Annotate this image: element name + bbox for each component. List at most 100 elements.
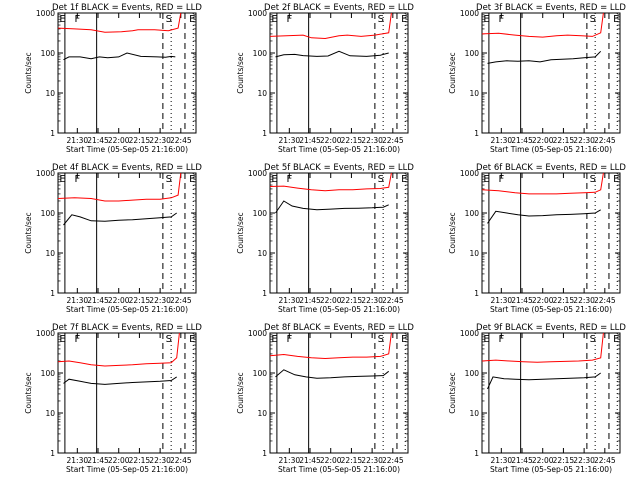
series-line-red	[57, 12, 182, 33]
event-marker-label: E	[613, 174, 619, 185]
event-marker-label: E	[189, 174, 195, 185]
chart-panel-6: Det 6f BLACK = Events, RED = LLD 1 10 100 10…	[448, 163, 626, 314]
y-tick-label: 1000	[460, 329, 479, 338]
event-marker-label: E	[401, 334, 407, 345]
x-tick-label: 21:45	[299, 136, 321, 145]
series-line-black	[275, 200, 389, 214]
plot-frame	[269, 12, 409, 134]
series-line-black	[63, 376, 177, 385]
x-tick-label: 22:00	[108, 136, 130, 145]
y-tick-label: 1000	[36, 169, 55, 178]
x-tick-label: 22:45	[170, 456, 192, 465]
y-axis-label: Counts/sec	[236, 372, 245, 413]
x-tick-label: 22:00	[108, 456, 130, 465]
x-tick-label: 22:15	[129, 136, 151, 145]
x-axis-label: Start Time (05-Sep-05 21:16:00)	[66, 145, 188, 154]
plot-frame	[481, 172, 621, 294]
plot-frame	[57, 172, 197, 294]
x-axis-label: Start Time (05-Sep-05 21:16:00)	[278, 465, 400, 474]
y-tick-label: 10	[45, 409, 55, 418]
x-tick-label: 22:30	[361, 456, 383, 465]
y-tick-label: 10	[257, 89, 267, 98]
y-axis-label: Counts/sec	[448, 52, 457, 93]
chart-panel-1: Det 1f BLACK = Events, RED = LLD 1 10 100 10…	[24, 3, 202, 154]
chart-title: Det 6f BLACK = Events, RED = LLD	[476, 163, 626, 173]
x-tick-label: 22:45	[594, 456, 616, 465]
x-tick-label: 22:15	[553, 296, 575, 305]
x-tick-label: 22:30	[361, 296, 383, 305]
x-tick-label: 21:30	[279, 136, 301, 145]
y-tick-label: 1	[262, 289, 267, 298]
y-tick-label: 10	[469, 249, 479, 258]
x-axis-label: Start Time (05-Sep-05 21:16:00)	[278, 145, 400, 154]
event-marker-label: E	[271, 174, 277, 185]
x-tick-label: 21:45	[511, 456, 533, 465]
event-marker-label: E	[189, 334, 195, 345]
series-line-black	[63, 212, 177, 226]
event-marker-label: F	[75, 14, 81, 25]
x-tick-label: 21:30	[279, 456, 301, 465]
x-tick-label: 22:30	[573, 296, 595, 305]
chart-title: Det 7f BLACK = Events, RED = LLD	[52, 323, 202, 333]
x-tick-label: 22:45	[170, 296, 192, 305]
event-marker-label: S	[378, 174, 384, 185]
series-line-red	[481, 12, 604, 38]
x-tick-label: 22:15	[553, 136, 575, 145]
y-tick-label: 100	[41, 369, 56, 378]
y-axis-label: Counts/sec	[24, 52, 33, 93]
series-line-black	[63, 52, 176, 61]
x-tick-label: 22:15	[341, 136, 363, 145]
y-tick-label: 1	[50, 289, 55, 298]
y-tick-label: 1000	[36, 329, 55, 338]
event-marker-label: E	[59, 174, 65, 185]
y-axis-label: Counts/sec	[236, 52, 245, 93]
x-tick-label: 22:15	[553, 456, 575, 465]
x-tick-label: 21:45	[87, 136, 109, 145]
y-axis-label: Counts/sec	[448, 372, 457, 413]
event-marker-label: F	[499, 174, 505, 185]
x-tick-label: 22:00	[108, 296, 130, 305]
y-tick-label: 1000	[248, 9, 267, 18]
series-line-red	[57, 172, 182, 202]
x-tick-label: 21:45	[87, 456, 109, 465]
series-line-black	[275, 50, 389, 58]
x-tick-label: 22:15	[341, 456, 363, 465]
x-tick-label: 21:30	[67, 136, 89, 145]
plot-frame	[481, 12, 621, 134]
x-tick-label: 22:30	[149, 296, 171, 305]
y-tick-label: 100	[41, 209, 56, 218]
series-line-red	[269, 172, 392, 192]
chart-title: Det 5f BLACK = Events, RED = LLD	[264, 163, 414, 173]
x-tick-label: 22:30	[361, 136, 383, 145]
event-marker-label: E	[613, 334, 619, 345]
x-tick-label: 21:45	[511, 136, 533, 145]
chart-title: Det 8f BLACK = Events, RED = LLD	[264, 323, 414, 333]
series-line-black	[487, 50, 602, 64]
event-marker-label: S	[378, 14, 384, 25]
x-tick-label: 22:30	[573, 456, 595, 465]
x-tick-label: 22:00	[320, 136, 342, 145]
chart-title: Det 3f BLACK = Events, RED = LLD	[476, 3, 626, 13]
x-tick-label: 22:15	[341, 296, 363, 305]
y-tick-label: 10	[257, 409, 267, 418]
event-marker-label: S	[378, 334, 384, 345]
x-tick-label: 21:45	[299, 296, 321, 305]
event-marker-label: F	[287, 334, 293, 345]
x-tick-label: 22:45	[382, 296, 404, 305]
x-tick-label: 21:30	[491, 136, 513, 145]
y-tick-label: 100	[41, 49, 56, 58]
y-tick-label: 1000	[460, 169, 479, 178]
x-axis-label: Start Time (05-Sep-05 21:16:00)	[66, 305, 188, 314]
y-tick-label: 1	[262, 449, 267, 458]
series-line-black	[275, 369, 390, 379]
y-tick-label: 1000	[248, 169, 267, 178]
y-axis-label: Counts/sec	[24, 372, 33, 413]
y-tick-label: 1	[474, 289, 479, 298]
y-tick-label: 1	[262, 129, 267, 138]
x-tick-label: 22:15	[129, 456, 151, 465]
series-line-red	[481, 172, 604, 195]
event-marker-label: S	[166, 334, 172, 345]
y-tick-label: 1000	[460, 9, 479, 18]
event-marker-label: E	[483, 14, 489, 25]
